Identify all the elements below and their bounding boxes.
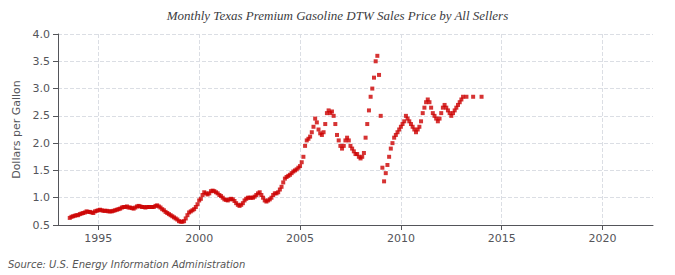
svg-text:2005: 2005 xyxy=(286,232,314,245)
svg-text:2000: 2000 xyxy=(185,232,213,245)
svg-text:3.5: 3.5 xyxy=(33,55,51,68)
svg-text:1.5: 1.5 xyxy=(33,164,51,177)
svg-text:1.0: 1.0 xyxy=(33,191,51,204)
svg-text:Monthly Texas Premium Gasoline: Monthly Texas Premium Gasoline DTW Sales… xyxy=(166,8,508,23)
svg-text:3.0: 3.0 xyxy=(33,82,51,95)
svg-text:1995: 1995 xyxy=(84,232,112,245)
svg-text:2.0: 2.0 xyxy=(33,137,51,150)
svg-text:4.0: 4.0 xyxy=(33,28,51,41)
svg-text:2015: 2015 xyxy=(488,232,516,245)
svg-text:0.5: 0.5 xyxy=(33,219,51,232)
svg-text:Dollars per Gallon: Dollars per Gallon xyxy=(10,80,23,179)
svg-text:Source: U.S. Energy Informatio: Source: U.S. Energy Information Administ… xyxy=(8,259,245,270)
svg-text:2010: 2010 xyxy=(387,232,415,245)
svg-text:2.5: 2.5 xyxy=(33,109,51,122)
svg-text:2020: 2020 xyxy=(589,232,617,245)
